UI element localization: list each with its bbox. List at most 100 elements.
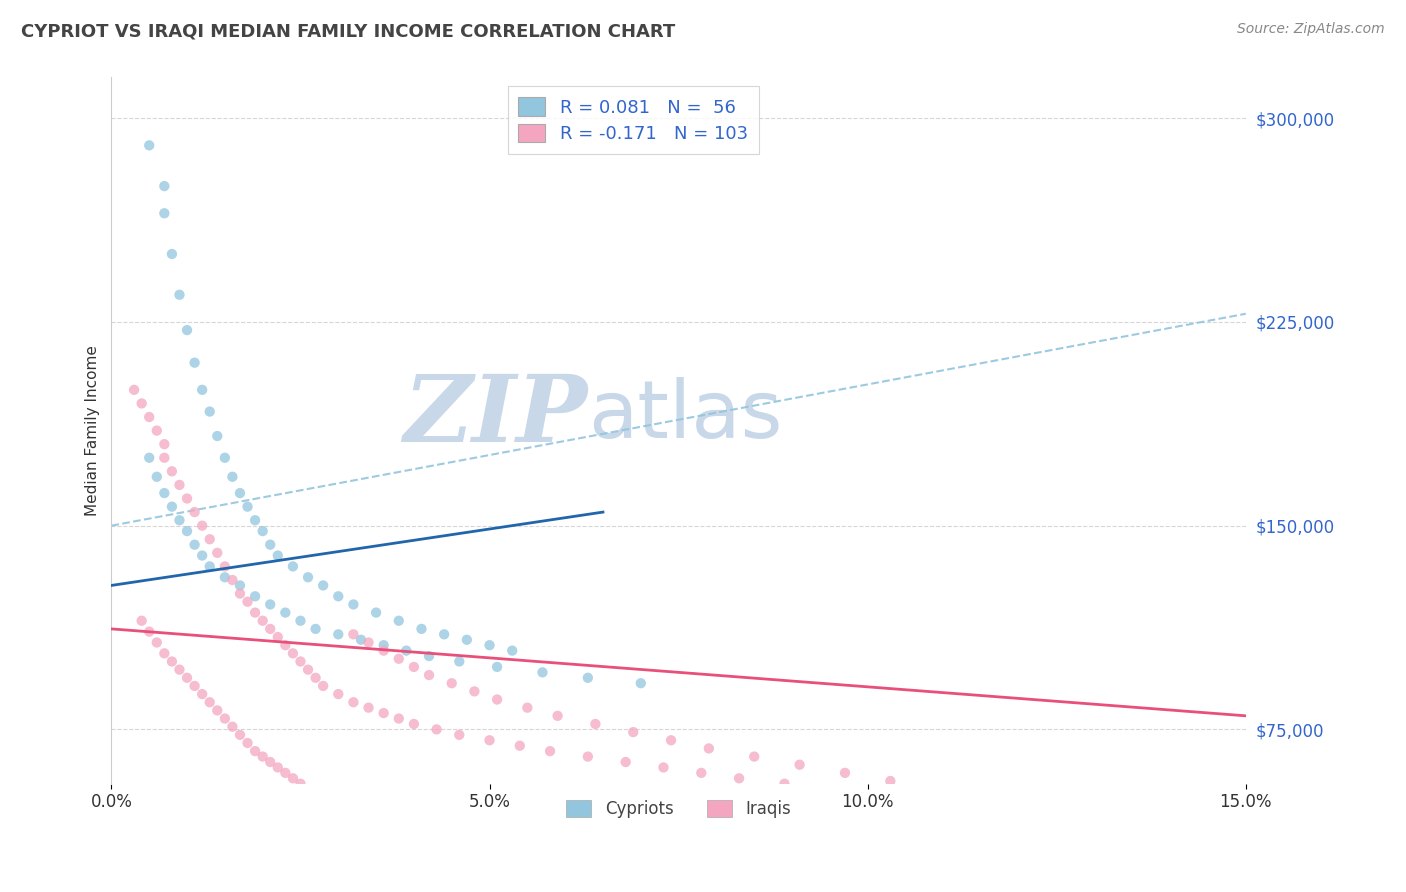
- Point: [153, 486, 176, 500]
- Point: [818, 782, 841, 797]
- Point: [207, 429, 229, 443]
- Point: [198, 559, 221, 574]
- Point: [229, 578, 252, 592]
- Point: [547, 708, 569, 723]
- Point: [243, 513, 266, 527]
- Point: [402, 717, 425, 731]
- Point: [176, 524, 198, 538]
- Point: [426, 723, 449, 737]
- Point: [138, 409, 160, 424]
- Point: [486, 692, 509, 706]
- Point: [243, 744, 266, 758]
- Y-axis label: Median Family Income: Median Family Income: [86, 345, 100, 516]
- Point: [191, 518, 214, 533]
- Point: [297, 570, 319, 584]
- Point: [198, 695, 221, 709]
- Point: [252, 749, 274, 764]
- Text: Source: ZipAtlas.com: Source: ZipAtlas.com: [1237, 22, 1385, 37]
- Point: [160, 247, 183, 261]
- Point: [328, 687, 350, 701]
- Point: [576, 671, 599, 685]
- Point: [221, 573, 243, 587]
- Point: [252, 524, 274, 538]
- Point: [1038, 796, 1060, 810]
- Point: [122, 383, 145, 397]
- Point: [274, 765, 297, 780]
- Point: [312, 679, 335, 693]
- Point: [281, 559, 304, 574]
- Point: [229, 486, 252, 500]
- Point: [1015, 796, 1038, 810]
- Point: [388, 652, 411, 666]
- Point: [176, 671, 198, 685]
- Point: [176, 491, 198, 506]
- Point: [176, 323, 198, 337]
- Point: [402, 660, 425, 674]
- Point: [290, 777, 312, 791]
- Point: [304, 622, 326, 636]
- Point: [243, 606, 266, 620]
- Point: [970, 790, 993, 805]
- Point: [364, 606, 387, 620]
- Text: ZIP: ZIP: [404, 371, 588, 461]
- Point: [243, 589, 266, 603]
- Point: [690, 765, 713, 780]
- Point: [789, 757, 811, 772]
- Point: [214, 450, 236, 465]
- Point: [449, 728, 471, 742]
- Point: [252, 614, 274, 628]
- Point: [221, 720, 243, 734]
- Point: [373, 638, 395, 652]
- Point: [433, 627, 456, 641]
- Point: [948, 790, 970, 805]
- Point: [153, 437, 176, 451]
- Point: [449, 655, 471, 669]
- Point: [312, 793, 335, 807]
- Point: [259, 622, 281, 636]
- Point: [614, 755, 637, 769]
- Point: [160, 655, 183, 669]
- Point: [516, 700, 538, 714]
- Point: [834, 765, 856, 780]
- Point: [773, 777, 796, 791]
- Point: [621, 725, 644, 739]
- Point: [198, 404, 221, 418]
- Point: [214, 712, 236, 726]
- Point: [221, 469, 243, 483]
- Point: [259, 538, 281, 552]
- Point: [373, 706, 395, 720]
- Point: [576, 749, 599, 764]
- Point: [138, 624, 160, 639]
- Point: [214, 559, 236, 574]
- Point: [207, 546, 229, 560]
- Point: [183, 679, 205, 693]
- Point: [290, 614, 312, 628]
- Point: [373, 643, 395, 657]
- Point: [297, 782, 319, 797]
- Point: [183, 356, 205, 370]
- Legend: Cypriots, Iraqis: Cypriots, Iraqis: [560, 793, 797, 825]
- Point: [160, 464, 183, 478]
- Point: [169, 663, 191, 677]
- Point: [342, 695, 364, 709]
- Point: [478, 733, 501, 747]
- Point: [1107, 806, 1129, 821]
- Point: [183, 505, 205, 519]
- Point: [659, 733, 682, 747]
- Point: [418, 648, 440, 663]
- Point: [304, 671, 326, 685]
- Point: [304, 788, 326, 802]
- Point: [236, 500, 259, 514]
- Point: [169, 478, 191, 492]
- Point: [153, 450, 176, 465]
- Point: [290, 655, 312, 669]
- Point: [191, 549, 214, 563]
- Point: [328, 804, 350, 818]
- Point: [274, 638, 297, 652]
- Point: [236, 736, 259, 750]
- Point: [1152, 812, 1174, 826]
- Point: [160, 500, 183, 514]
- Point: [131, 614, 153, 628]
- Text: atlas: atlas: [588, 377, 782, 456]
- Point: [478, 638, 501, 652]
